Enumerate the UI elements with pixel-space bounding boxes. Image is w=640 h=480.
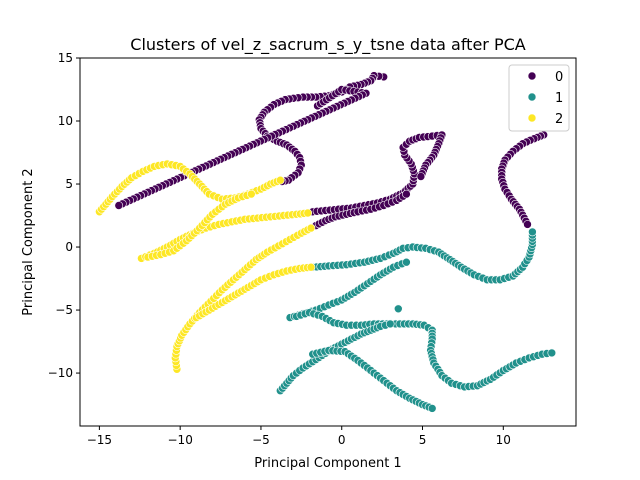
x-axis-ticks: −15 −10 −5 0 5 10 — [87, 426, 511, 447]
legend-marker-2 — [527, 113, 537, 123]
scatter-point — [393, 304, 403, 314]
legend-label-2: 2 — [555, 112, 563, 127]
scatter-point — [402, 189, 411, 199]
x-tick-label: 10 — [496, 433, 511, 447]
legend-marker-0 — [527, 71, 537, 81]
x-axis-label: Principal Component 1 — [254, 456, 401, 471]
y-axis-label: Principal Component 2 — [21, 168, 36, 315]
series-1 — [275, 227, 557, 413]
scatter-point — [416, 172, 426, 181]
legend-label-1: 1 — [555, 91, 563, 106]
y-tick-label: −5 — [55, 303, 73, 317]
scatter-point — [247, 189, 256, 199]
x-tick-label: −15 — [87, 433, 112, 447]
scatter-point — [523, 220, 532, 229]
scatter-point — [402, 257, 411, 267]
y-tick-label: 10 — [58, 114, 73, 128]
series-0 — [114, 71, 549, 230]
scatter-point — [306, 223, 316, 233]
y-tick-label: −10 — [48, 366, 73, 380]
chart-title: Clusters of vel_z_sacrum_s_y_tsne data a… — [130, 35, 525, 55]
y-tick-label: 15 — [58, 51, 73, 65]
y-tick-label: 0 — [65, 240, 73, 254]
x-tick-label: 5 — [419, 433, 427, 447]
scatter-point — [303, 208, 313, 218]
scatter-point — [275, 175, 285, 185]
series-2 — [95, 159, 316, 374]
legend-box — [508, 64, 570, 132]
legend: 0 1 2 — [508, 64, 570, 132]
y-axis-ticks: −10 −5 0 5 10 15 — [48, 51, 80, 380]
legend-label-0: 0 — [555, 70, 563, 85]
scatter-point — [114, 201, 124, 210]
x-tick-label: −10 — [168, 433, 193, 447]
scatter-point — [528, 227, 537, 237]
scatter-point — [427, 404, 437, 413]
scatter-point — [385, 319, 395, 329]
x-tick-label: 0 — [338, 433, 346, 447]
scatter-point — [547, 348, 557, 358]
plot-area-frame — [79, 57, 577, 427]
y-tick-label: 5 — [65, 177, 73, 191]
data-points — [95, 71, 557, 413]
x-tick-label: −5 — [252, 433, 270, 447]
scatter-point — [306, 262, 316, 272]
legend-marker-1 — [527, 92, 537, 102]
